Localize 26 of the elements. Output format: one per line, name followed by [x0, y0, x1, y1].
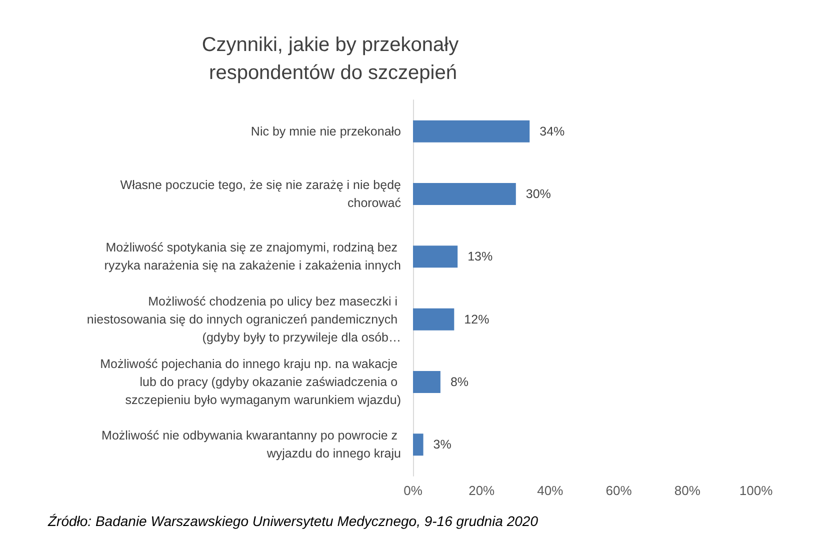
y-tick-label: Możliwość nie odbywania kwarantanny po powrocie z wyjazdu do innego kraju	[102, 428, 402, 461]
data-label: 3%	[433, 438, 452, 452]
y-tick-label: Nic by mnie nie przekonało	[250, 124, 402, 138]
bar	[413, 120, 530, 142]
bar	[413, 371, 440, 393]
bar	[413, 183, 516, 205]
data-label: 34%	[540, 124, 565, 138]
x-tick-label: 60%	[606, 483, 632, 498]
x-tick-label: 100%	[739, 483, 774, 498]
data-label: 30%	[526, 187, 551, 201]
x-tick-label: 20%	[468, 483, 496, 498]
x-tick-label: 80%	[674, 483, 701, 498]
y-tick-label: Własne poczucie tego, że się nie zarażę i nie będę chorować	[120, 178, 402, 210]
y-tick-label: Możliwość spotykania się ze znajomymi, rodziną bez ryzyka narażenia się na zakażenie i zakażenia innych	[104, 240, 402, 273]
x-tick-label: 40%	[537, 483, 564, 498]
data-label: 13%	[468, 250, 493, 264]
bar	[413, 434, 424, 456]
y-tick-label: Możliwość chodzenia po ulicy bez maseczki i niestosowania się do innych ograniczeń pandemicznych (gdyby były to przywileje dla osób…	[86, 294, 401, 344]
text: Źródło: Badanie Warszawskiego Uniwersytetu Medycznego, 9-16 grudnia 2020	[47, 513, 538, 529]
chart-title: Czynniki, jakie by przekonały respondentów do szczepień	[202, 34, 464, 84]
data-label: 12%	[464, 312, 490, 326]
bar	[413, 308, 454, 330]
x-tick-label: 0%	[404, 483, 423, 498]
bar	[413, 246, 458, 268]
data-label: 8%	[450, 375, 469, 389]
y-tick-label: Możliwość pojechania do innego kraju np. na wakacje lub do pracy (gdyby okazanie zaświadczenia o szczepieniu było wymaganym warunkiem wjazdu)	[100, 357, 401, 407]
